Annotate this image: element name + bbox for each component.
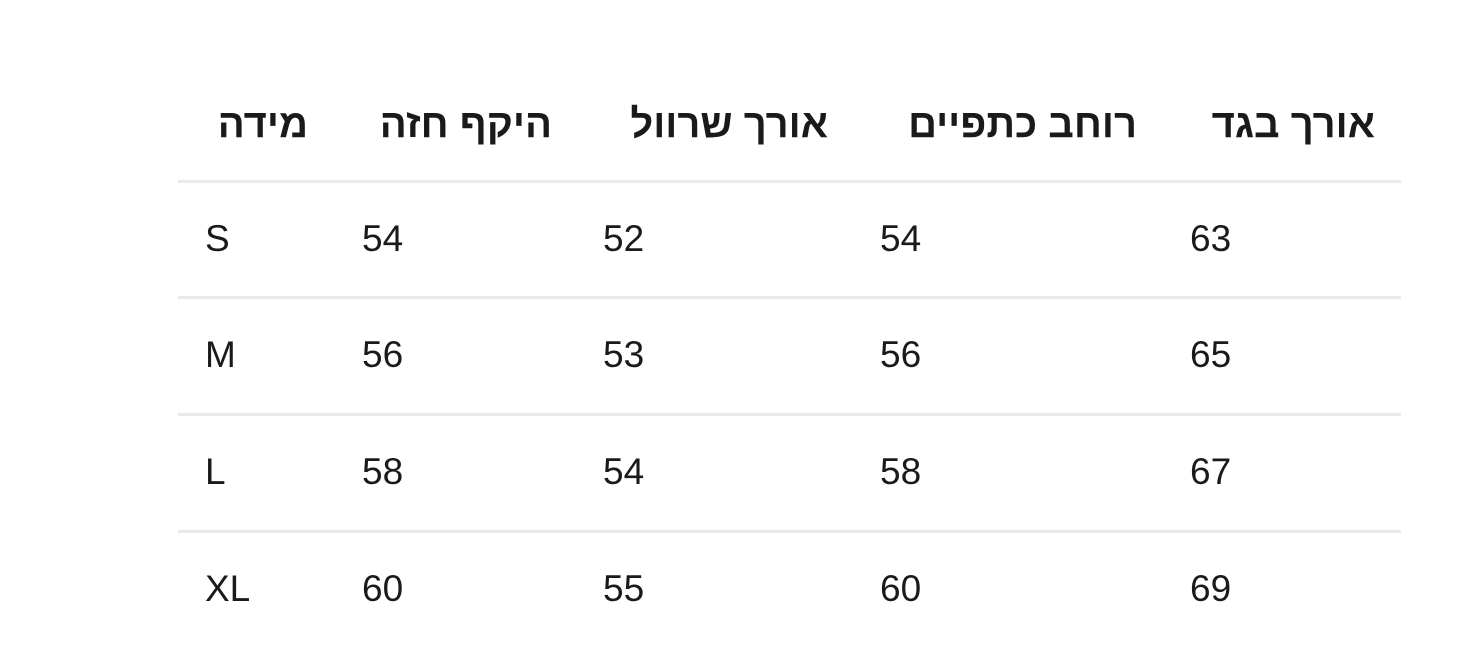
row-divider	[178, 413, 1401, 416]
measurement-cell: 58	[362, 451, 404, 492]
size-label: L	[205, 451, 226, 492]
measurement-cell: 63	[1190, 218, 1232, 259]
size-label: S	[205, 218, 230, 259]
column-header: מידה	[217, 102, 308, 146]
measurement-cell: 55	[603, 568, 645, 609]
measurement-cell: 53	[603, 334, 645, 375]
row-divider	[178, 296, 1401, 299]
measurement-cell: 69	[1190, 568, 1232, 609]
row-divider	[178, 530, 1401, 533]
column-header: רוחב כתפיים	[908, 102, 1137, 146]
measurement-cell: 52	[603, 218, 645, 259]
column-header: היקף חזה	[379, 102, 552, 146]
measurement-cell: 67	[1190, 451, 1232, 492]
size-label: XL	[205, 568, 251, 609]
measurement-cell: 54	[880, 218, 922, 259]
column-header: אורך שרוול	[630, 102, 828, 146]
measurement-cell: 60	[880, 568, 922, 609]
measurement-cell: 54	[603, 451, 645, 492]
size-label: M	[205, 334, 236, 375]
measurement-cell: 58	[880, 451, 922, 492]
row-divider	[178, 180, 1401, 183]
measurement-cell: 54	[362, 218, 404, 259]
measurement-cell: 65	[1190, 334, 1232, 375]
measurement-cell: 60	[362, 568, 404, 609]
column-header: אורך בגד	[1211, 102, 1375, 146]
measurement-cell: 56	[880, 334, 922, 375]
measurement-cell: 56	[362, 334, 404, 375]
